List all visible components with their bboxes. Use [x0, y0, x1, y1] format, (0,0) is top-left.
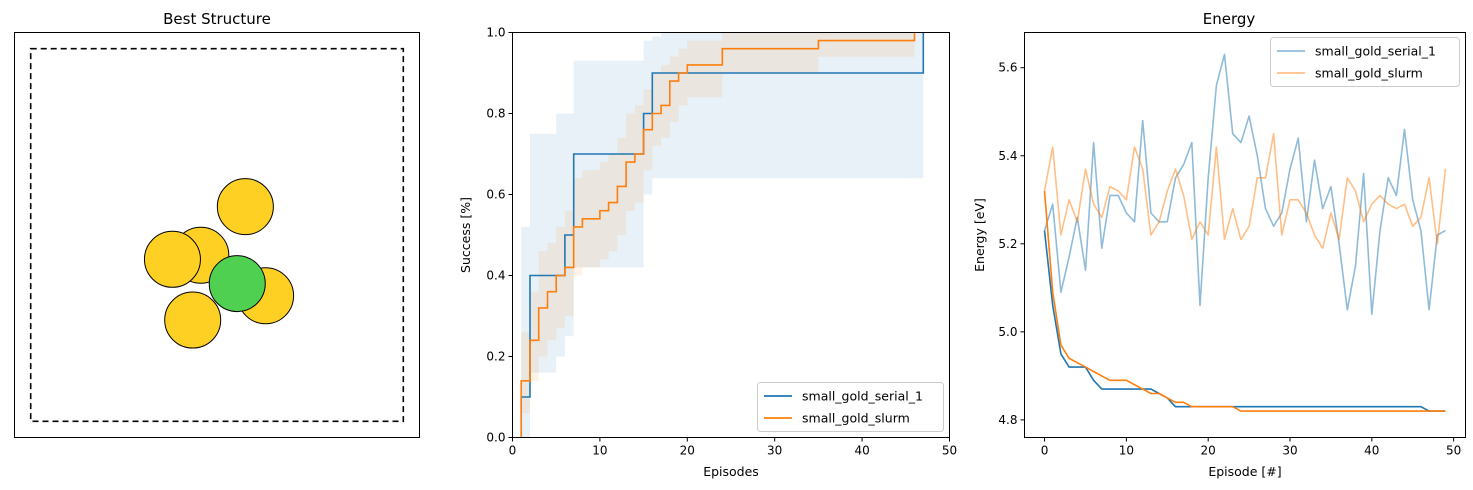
energy-min-serial [1043, 230, 1446, 412]
unit-cell-boundary [29, 47, 405, 423]
success-legend-label-serial: small_gold_serial_1 [802, 389, 923, 404]
success-line-serial [520, 32, 925, 438]
atom-highlight [208, 255, 266, 313]
energy-x-label: Episode [#] [1208, 464, 1281, 479]
energy-legend-box [1270, 37, 1460, 87]
atom-gold-2 [216, 178, 274, 236]
success-y-tick-label: 0.2 [486, 350, 505, 364]
energy-x-tick-label: 10 [1119, 444, 1134, 458]
energy-legend: small_gold_serial_1 small_gold_slurm [1270, 37, 1460, 87]
success-legend: small_gold_serial_1 small_gold_slurm [757, 382, 944, 432]
energy-line-slurm [1043, 132, 1447, 249]
success-x-tick-label: 50 [942, 444, 957, 458]
success-panel: 0 10 20 30 40 50 0.00.20.40.60.81.0 Episodes … [458, 26, 957, 480]
energy-y-tick-label: 5.0 [998, 325, 1017, 339]
success-y-tick-label: 0.4 [486, 269, 505, 283]
success-band-slurm [521, 32, 915, 414]
energy-min-slurm [1043, 190, 1446, 412]
success-x-tick-label: 10 [592, 444, 607, 458]
energy-y-tick-label: 4.8 [998, 413, 1017, 427]
energy-x-tick-label: 30 [1282, 444, 1297, 458]
success-y-tick-label: 0.0 [486, 431, 505, 445]
success-legend-box [757, 382, 944, 432]
energy-x-tick-label: 40 [1364, 444, 1379, 458]
energy-x-tick-label: 20 [1201, 444, 1216, 458]
success-band-serial [521, 32, 924, 438]
success-x-tick-label: 0 [509, 444, 517, 458]
success-y-tick-label: 1.0 [486, 26, 505, 40]
success-x-tick-label: 40 [854, 444, 869, 458]
best-structure-title: Best Structure [163, 10, 271, 28]
energy-legend-label-serial: small_gold_serial_1 [1315, 44, 1436, 59]
energy-x-tick-label: 0 [1041, 444, 1049, 458]
success-legend-label-slurm: small_gold_slurm [802, 411, 910, 426]
success-y-label: Success [%] [458, 197, 473, 273]
success-x-tick-label: 30 [767, 444, 782, 458]
success-line-slurm [520, 32, 916, 438]
energy-y-tick-label: 5.2 [998, 237, 1017, 251]
success-axes-frame [512, 32, 950, 438]
energy-y-tick-label: 5.6 [998, 61, 1017, 75]
energy-y-label: Energy [eV] [972, 198, 987, 272]
energy-panel: Energy 0 10 20 30 40 50 4.8 5.0 5.2 5.4 5.6 Episo… [972, 10, 1466, 479]
best-structure-panel: Best Structure [14, 10, 420, 438]
success-x-label: Episodes [703, 464, 759, 479]
success-y-tick-label: 0.6 [486, 188, 505, 202]
energy-axes-frame [1024, 32, 1466, 438]
energy-line-serial [1043, 53, 1446, 315]
atom-gold-4 [164, 291, 222, 349]
energy-title: Energy [1203, 10, 1256, 28]
success-x-tick-label: 20 [680, 444, 695, 458]
energy-x-tick-label: 50 [1446, 444, 1461, 458]
atom-gold-1 [143, 230, 201, 288]
success-y-tick-label: 0.8 [486, 107, 505, 121]
energy-y-tick-label: 5.4 [998, 149, 1017, 163]
energy-legend-label-slurm: small_gold_slurm [1315, 66, 1423, 81]
